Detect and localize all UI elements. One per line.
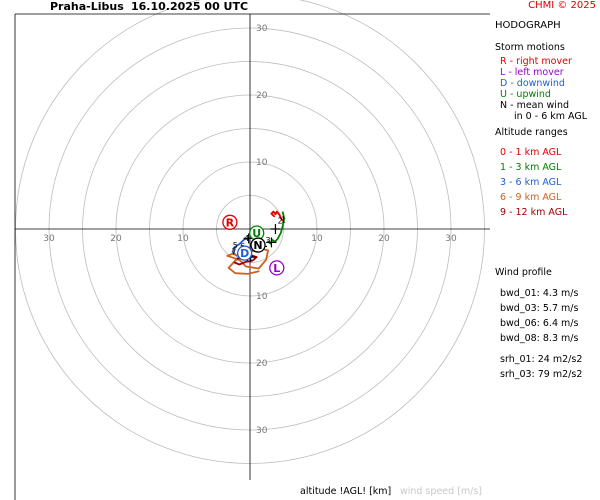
tick-label-right-20: 20: [378, 234, 390, 244]
wind-profile-item-2: bwd_03: 5.7 m/s: [500, 303, 579, 314]
wind-profile-title: Wind profile: [495, 267, 552, 278]
svg-text:L: L: [273, 262, 280, 275]
tick-label-up-30: 30: [256, 24, 268, 34]
wind-profile-item-1: bwd_01: 4.3 m/s: [500, 288, 579, 299]
station-name: Praha-Libus: [50, 0, 124, 13]
altitude-ranges-title: Altitude ranges: [495, 127, 568, 138]
storm-marker-l: L: [269, 260, 285, 276]
storm-motion-legend-item-2: L - left mover: [500, 67, 564, 78]
wind-profile-item-6: srh_03: 79 m2/s2: [500, 369, 583, 380]
altitude-cross-1: [270, 224, 281, 234]
tick-label-right-10: 10: [311, 234, 323, 244]
wind-profile-item-4: bwd_08: 8.3 m/s: [500, 333, 579, 344]
storm-motion-legend-item-4: U - upwind: [500, 89, 551, 100]
tick-label-left-20: 20: [110, 234, 122, 244]
storm-marker-n: N: [250, 237, 266, 253]
tick-label-up-10: 10: [256, 158, 268, 168]
storm-motion-legend-item-1: R - right mover: [500, 56, 572, 67]
svg-text:R: R: [226, 216, 235, 229]
plot-axes: 10 10 10 10 20 20 20 20 30 30 30 30: [14, 13, 490, 500]
tick-label-right-30: 30: [445, 234, 457, 244]
storm-motion-legend-item-5: N - mean wind: [500, 100, 569, 111]
svg-text:D: D: [240, 247, 249, 260]
altitude-mark-3: 3: [266, 236, 271, 245]
tick-label-left-10: 10: [177, 234, 189, 244]
altitude-range-legend-item-3: 3 - 6 km AGL: [500, 177, 562, 188]
storm-motion-markers: R L DUN: [222, 214, 285, 276]
storm-motions-title: Storm motions: [495, 42, 565, 53]
storm-motion-legend-item-3: D - downwind: [500, 78, 565, 89]
credit-label: CHMI © 2025: [528, 0, 596, 11]
hodograph-trace-4: [226, 247, 270, 275]
tick-label-down-20: 20: [256, 359, 268, 369]
storm-marker-r: R: [222, 214, 238, 230]
panel-title: HODOGRAPH: [495, 20, 561, 31]
altitude-range-legend-item-5: 9 - 12 km AGL: [500, 207, 568, 218]
altitude-unit-label: altitude !AGL! [km]: [300, 486, 392, 497]
altitude-range-legend-item-4: 6 - 9 km AGL: [500, 192, 562, 203]
altitude-range-legend-item-2: 1 - 3 km AGL: [500, 162, 562, 173]
altitude-mark-2: 2: [278, 217, 283, 226]
altitude-mark-7: 7: [231, 247, 236, 256]
hodograph-trace-1: [270, 210, 285, 222]
altitude-cross-3: [266, 237, 277, 248]
altitude-mark-1: 1: [281, 215, 286, 224]
storm-motion-legend-item-6: in 0 - 6 km AGL: [514, 111, 588, 122]
altitude-mark-5: 5: [233, 241, 238, 250]
storm-marker-d: D: [236, 245, 253, 261]
wind-profile-item-3: bwd_06: 6.4 m/s: [500, 318, 579, 329]
wind-profile-item-5: srh_01: 24 m2/s2: [500, 354, 583, 365]
wind-speed-unit-label: wind speed [m/s]: [400, 486, 483, 497]
tick-label-up-20: 20: [256, 91, 268, 101]
altitude-mark-4: 4: [244, 234, 249, 243]
tick-label-left-30: 30: [43, 234, 55, 244]
forecast-time: 16.10.2025 00 UTC: [131, 0, 249, 13]
altitude-range-legend-item-1: 0 - 1 km AGL: [500, 147, 562, 158]
tick-label-down-30: 30: [256, 426, 268, 436]
svg-text:U: U: [252, 227, 261, 240]
tick-label-down-10: 10: [256, 292, 268, 302]
svg-text:N: N: [253, 239, 262, 252]
